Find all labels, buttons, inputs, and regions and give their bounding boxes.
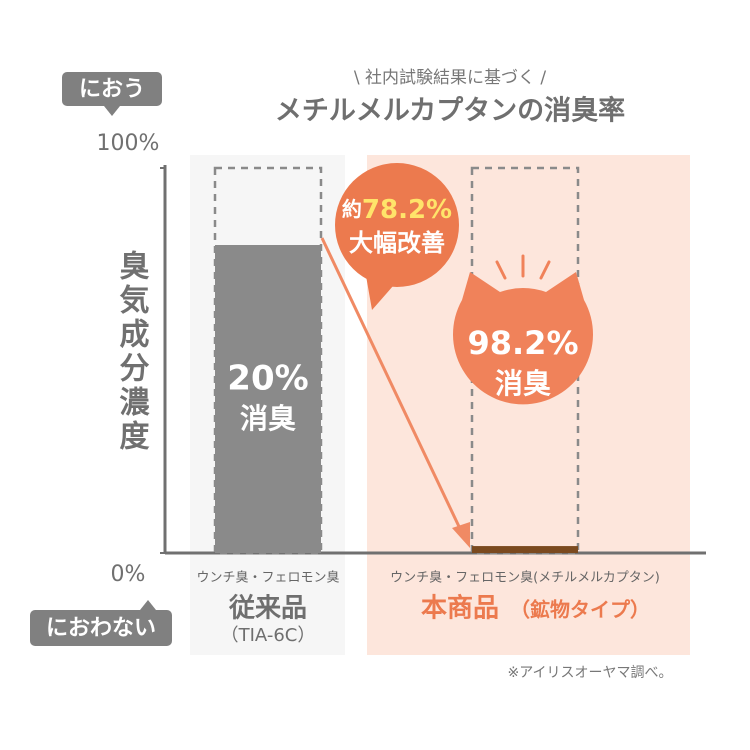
bar-value-label: 98.2% — [467, 324, 578, 362]
y-tick-label: 0% — [111, 562, 146, 587]
category-sub: ウンチ臭・フェロモン臭(メチルメルカプタン) — [390, 571, 660, 586]
badge-value: 約78.2% — [342, 195, 452, 225]
subtitle: \ 社内試験結果に基づく / — [354, 68, 547, 88]
arrow — [320, 237, 465, 536]
cat-face — [453, 272, 593, 405]
cat-whisker — [539, 260, 551, 280]
bar-label: 消臭 — [240, 402, 296, 435]
badge-number: 78.2% — [362, 195, 452, 225]
bar-value-label: 20% — [227, 359, 308, 399]
category-name: 従来品 — [228, 594, 307, 624]
badge-prefix: 約 — [342, 197, 362, 221]
cat-whisker — [495, 260, 507, 280]
tag-bottom-text: におわない — [46, 616, 156, 641]
footnote: ※アイリスオーヤマ調べ。 — [507, 665, 672, 681]
category-name: 本商品 — [421, 593, 499, 624]
badge — [335, 163, 459, 287]
badge-text: 大幅改善 — [349, 229, 445, 257]
title: メチルメルカプタンの消臭率 — [275, 95, 625, 127]
bar-frame — [470, 166, 580, 555]
bar — [472, 546, 578, 553]
y-tick-label: 100% — [97, 131, 160, 156]
bar-frame — [213, 166, 323, 555]
bar — [215, 245, 321, 553]
arrow-head — [452, 522, 470, 548]
tag-top-text: におう — [79, 77, 145, 102]
tag-bottom: におわない — [30, 600, 172, 646]
tag-top: におう — [62, 72, 162, 116]
y-axis-label: 臭気成分濃度 — [114, 250, 150, 454]
category-note: （鉱物タイプ） — [510, 598, 650, 622]
bar-label: 消臭 — [495, 367, 551, 400]
category-note: （TIA-6C） — [221, 625, 316, 646]
category-sub: ウンチ臭・フェロモン臭 — [196, 571, 339, 586]
